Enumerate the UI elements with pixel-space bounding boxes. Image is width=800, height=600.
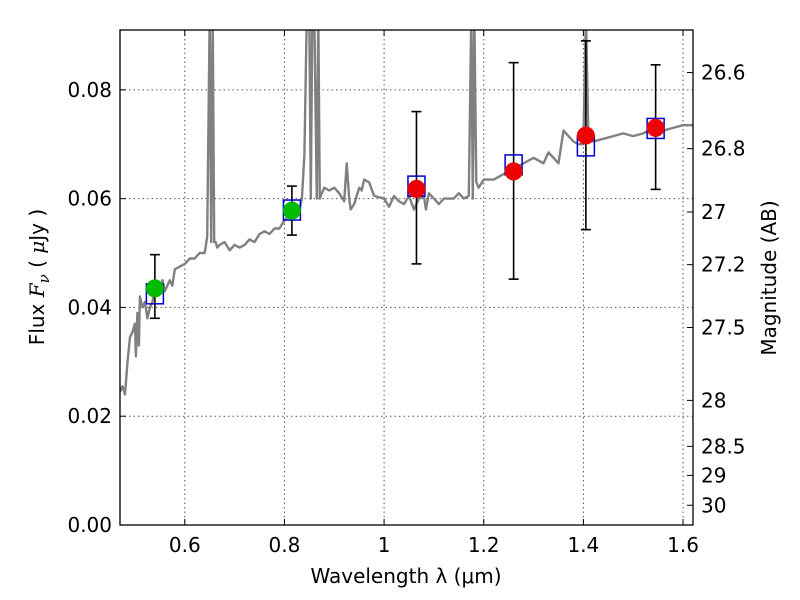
x-tick-label: 1.4 — [567, 533, 599, 557]
x-tick-label: 1.2 — [468, 533, 500, 557]
spectrum-layer — [120, 30, 693, 396]
axis-ticks: 0.6 0.8 1 1.2 1.4 1.6 0.00 0.02 0.04 0.06 0.08 26.6… — [67, 30, 746, 557]
observed-point — [145, 279, 164, 298]
plot-area — [120, 30, 693, 525]
y-axis-title-left: Flux Fν ( μJy ) — [25, 209, 53, 345]
spectrum-line — [120, 30, 693, 396]
observed-point — [282, 201, 301, 220]
mag-tick-label: 28.5 — [701, 434, 746, 458]
x-axis-title-text: Wavelength λ (μm) — [310, 564, 501, 588]
x-tick-label: 0.8 — [269, 533, 301, 557]
observed-point — [576, 126, 595, 145]
y-tick-label: 0.06 — [67, 187, 112, 211]
plot-frame — [119, 29, 694, 526]
observed-point — [504, 162, 523, 181]
mag-tick-label: 27.2 — [701, 253, 746, 277]
y-axis-title-part: Jy ) — [25, 209, 49, 243]
x-tick-label: 0.6 — [169, 533, 201, 557]
y-axis-title-part: F — [25, 282, 49, 298]
observed-points-layer — [145, 118, 665, 298]
grid-lines — [120, 30, 693, 525]
x-tick-label: 1.6 — [667, 533, 699, 557]
y-tick-label: 0.00 — [67, 513, 112, 537]
y-axis-title-part: ( — [25, 254, 49, 275]
y-axis-title-left-text: Flux Fν ( μJy ) — [25, 209, 53, 345]
y-axis-title-right: Magnitude (AB) — [757, 200, 781, 355]
y-axis-title-part: μ — [25, 241, 49, 254]
mag-tick-label: 27 — [701, 200, 726, 224]
mag-tick-label: 26.8 — [701, 137, 746, 161]
x-axis-title: Wavelength λ (μm) — [310, 564, 501, 588]
y-axis-title-part: ν — [35, 274, 53, 283]
mag-tick-label: 26.6 — [701, 61, 746, 85]
mag-tick-label: 29 — [701, 463, 726, 487]
y-axis-title-part: Flux — [25, 297, 49, 345]
observed-point — [646, 118, 665, 137]
x-tick-label: 1 — [378, 533, 391, 557]
y-tick-label: 0.04 — [67, 295, 112, 319]
y-tick-label: 0.08 — [67, 78, 112, 102]
mag-tick-label: 28 — [701, 388, 726, 412]
mag-tick-label: 30 — [701, 493, 726, 517]
observed-point — [407, 179, 426, 198]
y-tick-label: 0.02 — [67, 404, 112, 428]
mag-tick-label: 27.5 — [701, 316, 746, 340]
